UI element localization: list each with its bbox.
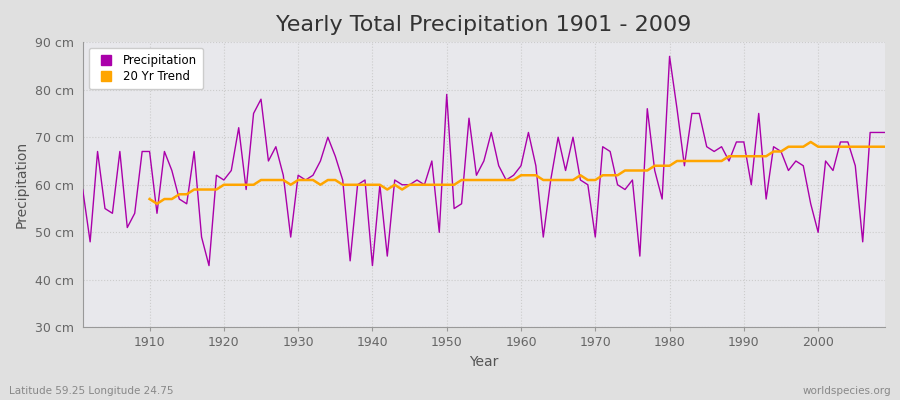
Legend: Precipitation, 20 Yr Trend: Precipitation, 20 Yr Trend (88, 48, 202, 89)
Y-axis label: Precipitation: Precipitation (15, 141, 29, 228)
Title: Yearly Total Precipitation 1901 - 2009: Yearly Total Precipitation 1901 - 2009 (276, 15, 691, 35)
Text: Latitude 59.25 Longitude 24.75: Latitude 59.25 Longitude 24.75 (9, 386, 174, 396)
Text: worldspecies.org: worldspecies.org (803, 386, 891, 396)
X-axis label: Year: Year (469, 355, 499, 369)
